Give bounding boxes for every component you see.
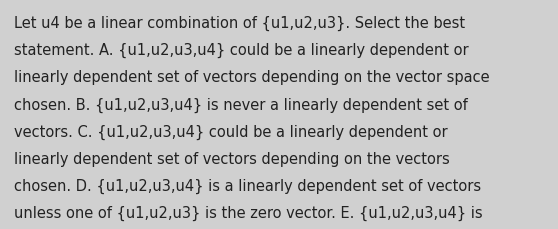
Text: linearly dependent set of vectors depending on the vectors: linearly dependent set of vectors depend… bbox=[14, 151, 450, 166]
Text: statement. A. {u1,u2,u3,u4} could be a linearly dependent or: statement. A. {u1,u2,u3,u4} could be a l… bbox=[14, 43, 469, 58]
Text: chosen. B. {u1,u2,u3,u4} is never a linearly dependent set of: chosen. B. {u1,u2,u3,u4} is never a line… bbox=[14, 97, 468, 112]
Text: linearly dependent set of vectors depending on the vector space: linearly dependent set of vectors depend… bbox=[14, 70, 489, 85]
Text: chosen. D. {u1,u2,u3,u4} is a linearly dependent set of vectors: chosen. D. {u1,u2,u3,u4} is a linearly d… bbox=[14, 178, 481, 193]
Text: unless one of {u1,u2,u3} is the zero vector. E. {u1,u2,u3,u4} is: unless one of {u1,u2,u3} is the zero vec… bbox=[14, 205, 483, 220]
Text: vectors. C. {u1,u2,u3,u4} could be a linearly dependent or: vectors. C. {u1,u2,u3,u4} could be a lin… bbox=[14, 124, 448, 139]
Text: Let u4 be a linear combination of {u1,u2,u3}. Select the best: Let u4 be a linear combination of {u1,u2… bbox=[14, 16, 465, 31]
